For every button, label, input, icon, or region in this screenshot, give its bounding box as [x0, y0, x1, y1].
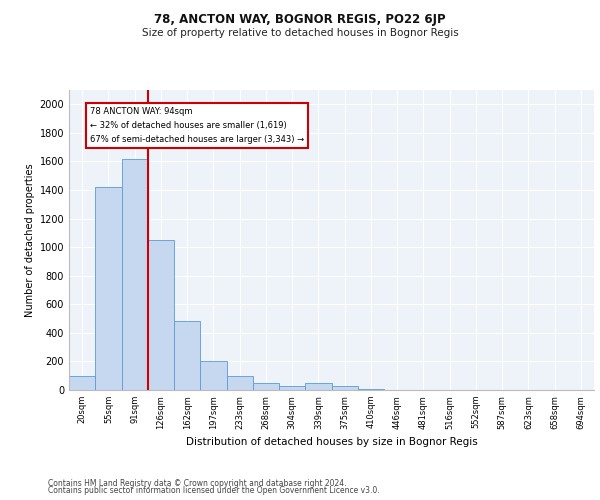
- Bar: [331, 386, 358, 390]
- Bar: [253, 383, 279, 390]
- Bar: [305, 383, 331, 390]
- Text: 78 ANCTON WAY: 94sqm
← 32% of detached houses are smaller (1,619)
67% of semi-de: 78 ANCTON WAY: 94sqm ← 32% of detached h…: [90, 107, 304, 144]
- Bar: [69, 376, 95, 390]
- Bar: [358, 388, 384, 390]
- Text: Contains HM Land Registry data © Crown copyright and database right 2024.: Contains HM Land Registry data © Crown c…: [48, 478, 347, 488]
- Bar: [200, 362, 227, 390]
- Bar: [174, 322, 200, 390]
- Text: Size of property relative to detached houses in Bognor Regis: Size of property relative to detached ho…: [142, 28, 458, 38]
- Text: Contains public sector information licensed under the Open Government Licence v3: Contains public sector information licen…: [48, 486, 380, 495]
- Bar: [279, 386, 305, 390]
- Bar: [148, 240, 174, 390]
- Bar: [121, 158, 148, 390]
- Y-axis label: Number of detached properties: Number of detached properties: [25, 163, 35, 317]
- Bar: [95, 187, 121, 390]
- Text: 78, ANCTON WAY, BOGNOR REGIS, PO22 6JP: 78, ANCTON WAY, BOGNOR REGIS, PO22 6JP: [154, 12, 446, 26]
- Bar: [227, 376, 253, 390]
- X-axis label: Distribution of detached houses by size in Bognor Regis: Distribution of detached houses by size …: [185, 437, 478, 447]
